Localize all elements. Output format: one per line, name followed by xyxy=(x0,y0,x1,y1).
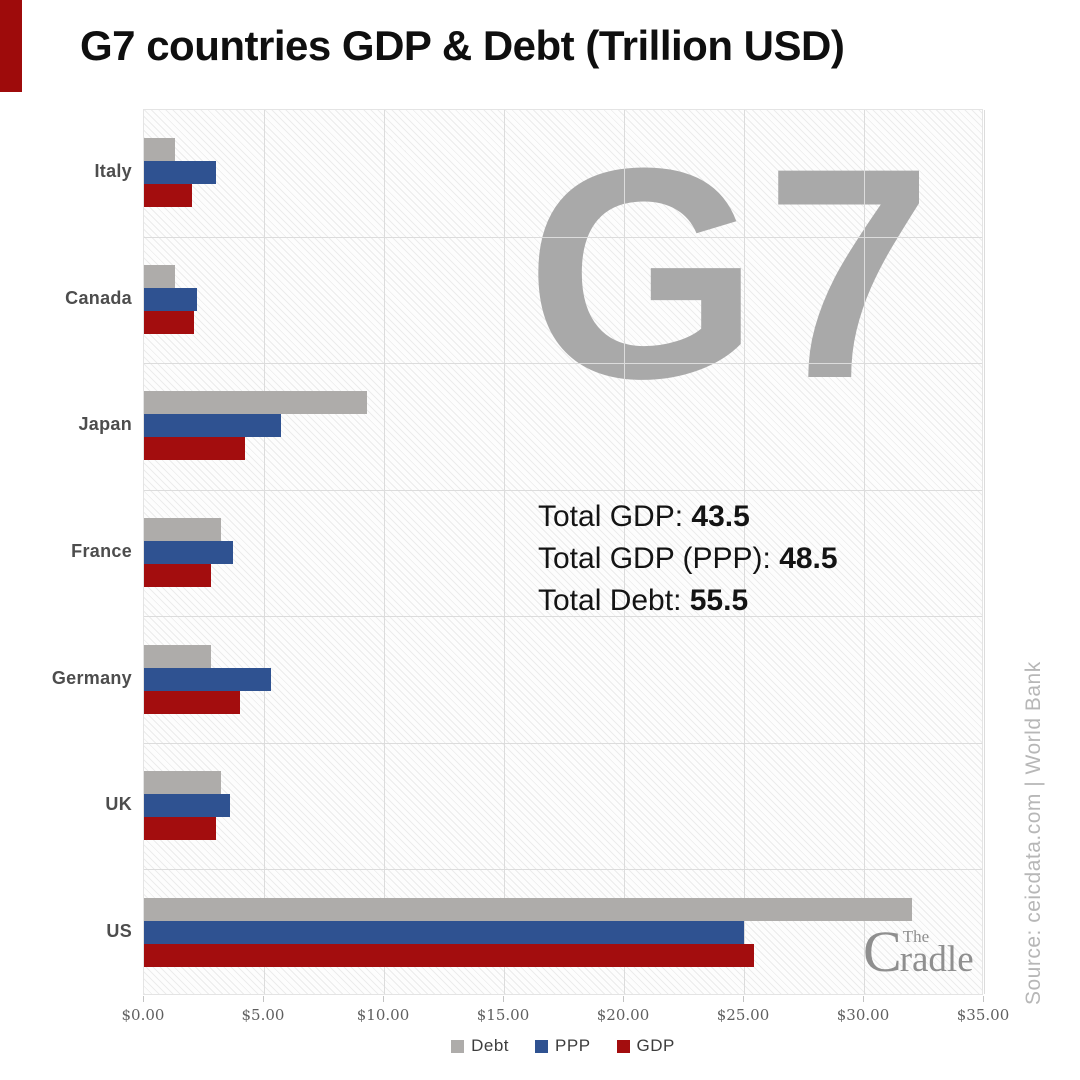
debt-bar-germany xyxy=(144,644,212,668)
gdp-bar-us xyxy=(144,943,754,967)
legend-item-debt: Debt xyxy=(451,1036,509,1056)
debt-bar-japan xyxy=(144,391,368,415)
country-label-japan: Japan xyxy=(78,414,132,435)
chart-plot-area: G7 C The radle xyxy=(143,105,985,995)
country-label-germany: Germany xyxy=(51,667,132,688)
horizontal-gridline-2 xyxy=(144,363,982,365)
x-axis-label-7: $35.00 xyxy=(956,1006,1010,1024)
debt-bar-us xyxy=(144,897,912,921)
total-gdp-ppp-value: 48.5 xyxy=(779,542,838,575)
g7-watermark: G7 xyxy=(526,105,939,441)
accent-bar xyxy=(0,0,22,92)
cradle-logo-c: C xyxy=(863,919,902,984)
ppp-bar-canada xyxy=(144,287,197,311)
x-axis-label-4: $20.00 xyxy=(596,1006,650,1024)
ppp-bar-italy xyxy=(144,161,216,185)
x-axis-tick-2 xyxy=(383,996,384,1002)
debt-bar-uk xyxy=(144,771,221,795)
total-gdp-line: Total GDP: 43.5 xyxy=(538,500,750,533)
country-label-france: France xyxy=(71,541,132,561)
x-axis-label-3: $15.00 xyxy=(476,1006,530,1024)
x-axis-label-6: $30.00 xyxy=(836,1006,890,1024)
horizontal-gridline-1 xyxy=(144,236,982,238)
debt-bar-italy xyxy=(144,138,176,162)
total-gdp-ppp-line: Total GDP (PPP): 48.5 xyxy=(538,542,838,575)
gdp-bar-germany xyxy=(144,690,240,714)
ppp-bar-france xyxy=(144,541,233,564)
country-label-canada: Canada xyxy=(65,287,132,308)
x-axis-tick-4 xyxy=(623,996,624,1002)
x-axis-label-5: $25.00 xyxy=(716,1006,770,1024)
legend-label-gdp: GDP xyxy=(636,1036,675,1055)
x-axis-tick-5 xyxy=(743,996,744,1002)
vertical-gridline-5 xyxy=(264,110,265,994)
cradle-logo-the: The xyxy=(902,927,930,947)
source-credit: Source: ceicdata.com | World Bank xyxy=(1022,661,1045,1005)
gdp-bar-canada xyxy=(144,310,195,334)
horizontal-gridline-4 xyxy=(144,616,982,618)
ppp-bar-us xyxy=(144,920,744,944)
legend-swatch-debt-icon xyxy=(451,1039,465,1053)
vertical-gridline-20 xyxy=(624,110,625,994)
x-axis-tick-1 xyxy=(263,996,264,1002)
horizontal-gridline-5 xyxy=(144,742,982,744)
cradle-logo-radle: radle xyxy=(899,939,974,981)
chart-legend: Debt PPP GDP xyxy=(143,1036,983,1056)
total-gdp-value: 43.5 xyxy=(691,500,750,533)
country-label-us: US xyxy=(106,920,132,941)
gdp-bar-uk xyxy=(144,817,216,841)
x-axis-label-0: $0.00 xyxy=(121,1006,165,1024)
x-axis-label-1: $5.00 xyxy=(241,1006,285,1024)
total-debt-value: 55.5 xyxy=(689,584,749,617)
country-label-uk: UK xyxy=(105,794,132,815)
gdp-bar-italy xyxy=(144,184,192,208)
horizontal-gridline-6 xyxy=(144,869,982,871)
vertical-gridline-15 xyxy=(504,110,505,994)
legend-item-gdp: GDP xyxy=(616,1036,675,1056)
vertical-gridline-10 xyxy=(384,110,385,994)
country-label-italy: Italy xyxy=(94,161,132,182)
legend-label-ppp: PPP xyxy=(555,1036,591,1055)
x-axis-tick-7 xyxy=(983,996,984,1002)
legend-swatch-ppp-icon xyxy=(535,1039,549,1053)
legend-swatch-gdp-icon xyxy=(616,1039,630,1053)
vertical-gridline-30 xyxy=(864,110,865,994)
cradle-logo: C The radle xyxy=(863,919,974,984)
legend-item-ppp: PPP xyxy=(535,1036,591,1056)
ppp-bar-germany xyxy=(144,667,272,691)
legend-label-debt: Debt xyxy=(471,1036,510,1055)
gdp-bar-france xyxy=(144,564,212,587)
debt-bar-france xyxy=(144,518,221,541)
vertical-gridline-35 xyxy=(984,110,985,994)
x-axis-tick-3 xyxy=(503,996,504,1002)
x-axis-tick-0 xyxy=(143,996,144,1002)
vertical-gridline-25 xyxy=(744,110,745,994)
x-axis-label-2: $10.00 xyxy=(356,1006,410,1024)
horizontal-gridline-3 xyxy=(144,489,982,491)
totals-annotation: Total GDP: 43.5 Total GDP (PPP): 48.5 To… xyxy=(538,496,838,622)
debt-bar-canada xyxy=(144,264,176,288)
ppp-bar-uk xyxy=(144,794,231,818)
page-title: G7 countries GDP & Debt (Trillion USD) xyxy=(80,22,845,69)
gdp-bar-japan xyxy=(144,437,245,461)
total-debt-line: Total Debt: 55.5 xyxy=(538,584,749,617)
ppp-bar-japan xyxy=(144,414,281,438)
x-axis-tick-6 xyxy=(863,996,864,1002)
